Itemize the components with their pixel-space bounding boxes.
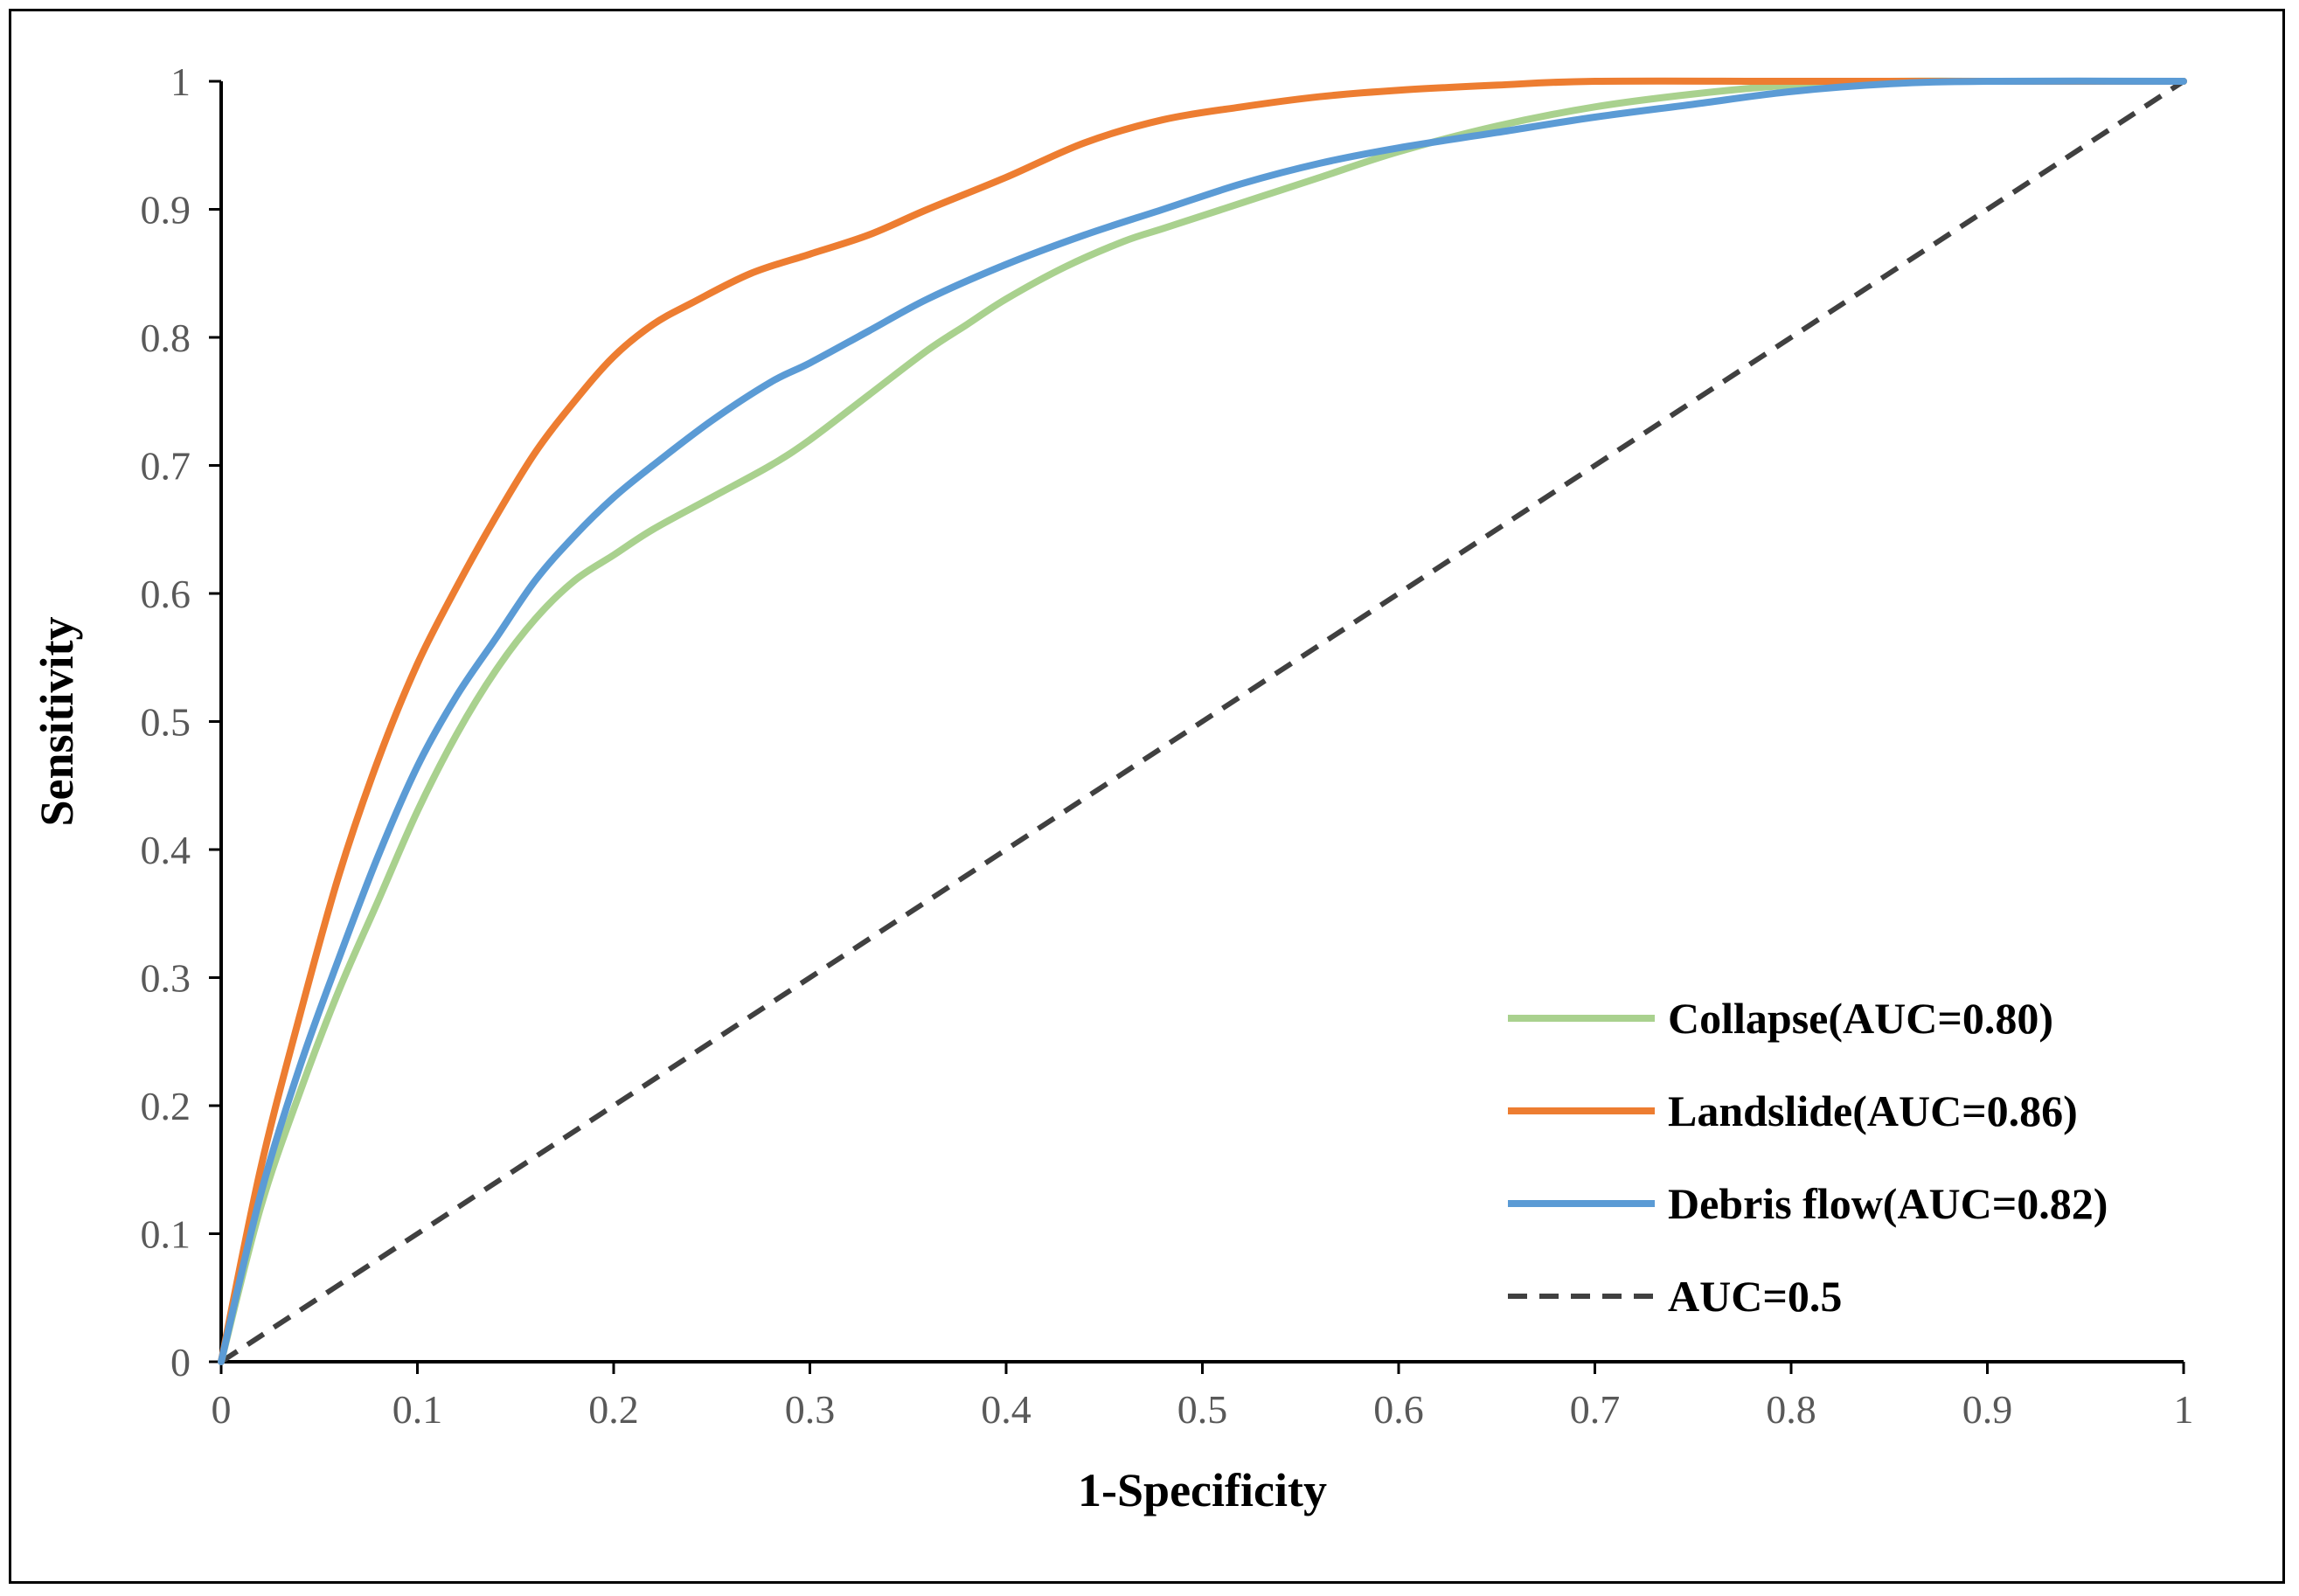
y-tick-label: 0.8 [141,316,191,360]
legend: Collapse(AUC=0.80) Landslide(AUC=0.86) Deb… [1508,994,2108,1321]
y-tick-label: 0.9 [141,188,191,232]
y-tick-label: 0 [170,1340,191,1384]
y-tick-label: 0.2 [141,1084,191,1128]
y-axis-ticks: 0 0.1 0.2 0.3 0.4 0.5 0.6 0.7 0.8 0.9 1 [141,59,221,1384]
x-tick-label: 1 [2174,1387,2194,1432]
x-tick-label: 0 [212,1387,232,1432]
series-line-3 [219,79,2185,1364]
series-line-0 [218,77,2187,1365]
legend-label: Debris flow(AUC=0.82) [1668,1179,2108,1228]
x-axis-ticks: 0 0.1 0.2 0.3 0.4 0.5 0.6 0.7 0.8 0.9 1 [212,1362,2194,1432]
y-tick-label: 0.4 [141,828,191,872]
x-tick-label: 0.7 [1570,1387,1621,1432]
series-layer [218,77,2187,1365]
y-tick-label: 0.5 [141,700,191,745]
y-axis-title: Sensitivity [31,616,83,826]
y-tick-label: 0.7 [141,444,191,489]
series-line-2 [218,77,2187,1365]
x-tick-label: 0.4 [981,1387,1031,1432]
roc-chart: 0 0.1 0.2 0.3 0.4 0.5 0.6 0.7 0.8 0.9 1 0 0.1 0.2 0.3… [31,59,2194,1516]
series-line-1 [218,77,2187,1365]
chart-frame: 0 0.1 0.2 0.3 0.4 0.5 0.6 0.7 0.8 0.9 1 0 0.1 0.2 0.3… [9,9,2285,1584]
y-tick-label: 0.1 [141,1212,191,1257]
x-axis-title: 1-Specificity [1078,1464,1327,1516]
x-tick-label: 0.3 [785,1387,836,1432]
x-tick-label: 0.5 [1177,1387,1228,1432]
x-tick-label: 0.2 [588,1387,639,1432]
x-tick-label: 0.6 [1373,1387,1424,1432]
y-tick-label: 0.3 [141,956,191,1001]
x-tick-label: 0.8 [1766,1387,1816,1432]
x-tick-label: 0.9 [1962,1387,2013,1432]
y-tick-label: 1 [170,59,191,104]
legend-label: AUC=0.5 [1668,1272,1842,1321]
x-tick-label: 0.1 [392,1387,443,1432]
legend-label: Landslide(AUC=0.86) [1668,1086,2078,1135]
y-tick-label: 0.6 [141,572,191,616]
legend-label: Collapse(AUC=0.80) [1668,994,2053,1043]
